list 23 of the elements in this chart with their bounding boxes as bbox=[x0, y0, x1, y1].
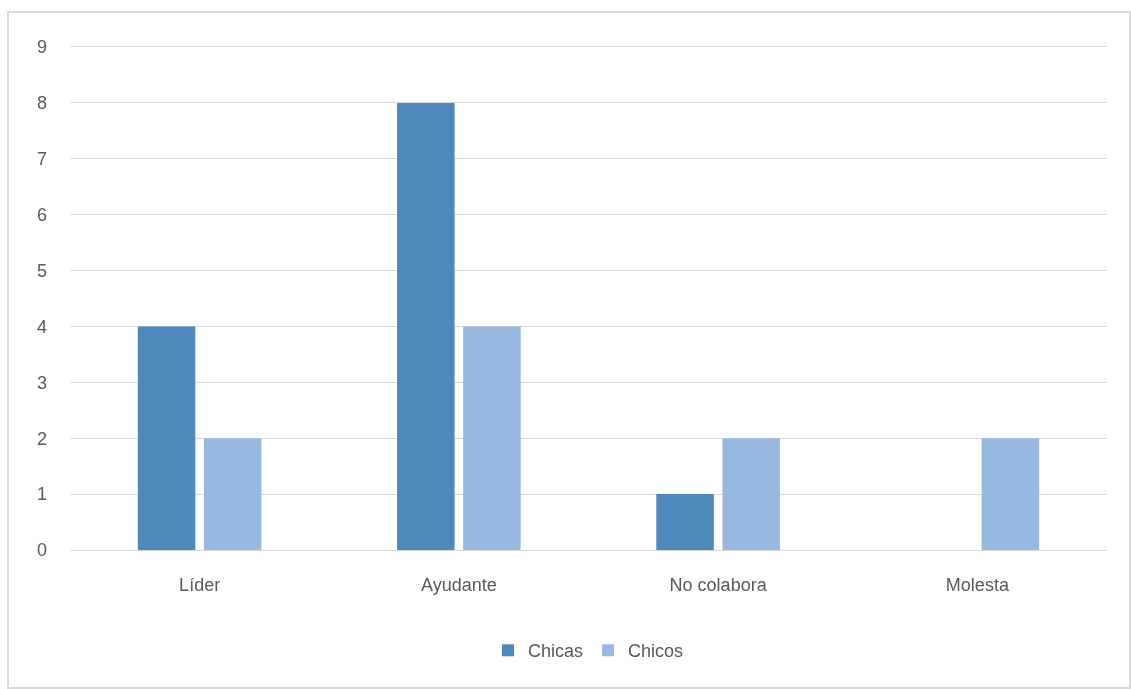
y-tick-label: 6 bbox=[36, 204, 47, 225]
legend-label: Chicas bbox=[528, 641, 584, 662]
y-tick-label: 8 bbox=[36, 93, 47, 114]
bar bbox=[397, 102, 455, 550]
y-tick-label: 5 bbox=[36, 260, 47, 281]
y-tick-label: 0 bbox=[36, 540, 47, 561]
y-tick-label: 2 bbox=[36, 428, 47, 449]
legend-label: Chicos bbox=[628, 641, 684, 662]
y-tick-label: 9 bbox=[36, 37, 47, 58]
bar bbox=[203, 438, 262, 550]
y-tick-label: 1 bbox=[36, 484, 47, 505]
x-tick-label: Ayudante bbox=[421, 574, 497, 595]
bar bbox=[137, 326, 196, 550]
y-tick-label: 4 bbox=[36, 316, 47, 337]
y-tick-label: 3 bbox=[36, 372, 47, 393]
bar bbox=[722, 438, 780, 550]
x-tick-label: No colabora bbox=[669, 574, 768, 595]
bar bbox=[463, 326, 521, 550]
x-tick-label: Molesta bbox=[945, 574, 1010, 595]
x-tick-label: Líder bbox=[179, 574, 221, 595]
bar bbox=[656, 494, 714, 550]
bar bbox=[981, 438, 1040, 550]
y-tick-label: 7 bbox=[36, 149, 47, 170]
